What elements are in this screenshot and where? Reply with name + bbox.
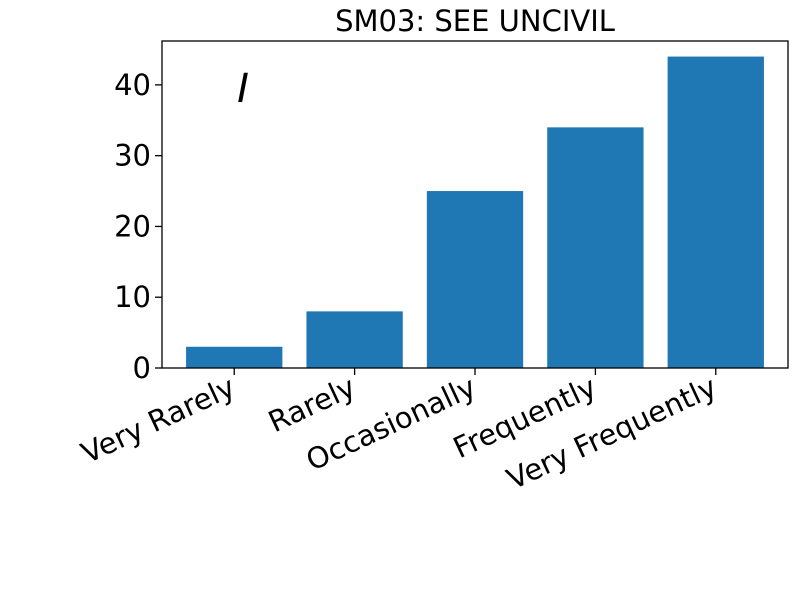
bar-very-rarely [186,346,283,368]
y-tick-label: 40 [114,68,151,102]
plot-frame [161,40,789,369]
y-tick-label: 20 [114,209,151,243]
y-tick-label: 0 [133,351,151,385]
bars-group [186,56,764,368]
chart-title: SM03: SEE UNCIVIL [335,4,615,38]
bar-frequently [547,127,644,368]
y-tick-label: 30 [114,139,151,173]
x-tick-label: Very Rarely [76,370,240,471]
bar-rarely [306,311,403,368]
x-axis: Very Rarely RarelyOccasionallyFrequentlyV… [76,368,722,496]
bar-very-frequently [667,56,764,368]
x-tick-label: Very Frequently [502,370,722,497]
y-tick-label: 10 [114,280,151,314]
panel-annotation: I [237,66,249,112]
bar-occasionally [426,191,524,368]
y-axis: 0 10 20 30 40 [114,68,162,385]
